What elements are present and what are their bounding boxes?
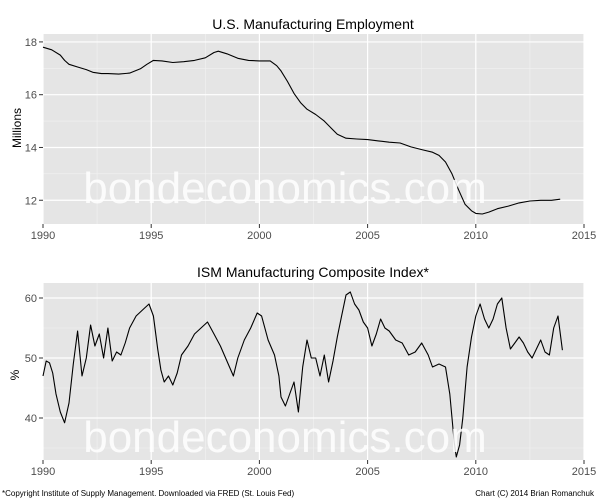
x-tick-label: 2005 [355, 230, 379, 242]
x-tick-label: 2000 [247, 466, 271, 478]
x-tick-label: 1995 [139, 230, 163, 242]
chart-title: ISM Manufacturing Composite Index* [197, 264, 429, 280]
y-tick-label: 14 [25, 142, 37, 154]
chart-title: U.S. Manufacturing Employment [212, 16, 414, 32]
y-tick-label: 18 [25, 37, 37, 49]
y-tick-label: 12 [25, 195, 37, 207]
plot-panel-ism: 1990 1995 2000 2005 2010 2015 40 50 60 [25, 283, 596, 478]
y-tick-label: 16 [25, 90, 37, 102]
x-tick-label: 1990 [31, 230, 55, 242]
y-axis-label: % [8, 369, 22, 380]
y-tick-label: 40 [25, 413, 37, 425]
x-tick-label: 1995 [139, 466, 163, 478]
x-tick-label: 1990 [31, 466, 55, 478]
x-tick-label: 2015 [572, 466, 596, 478]
x-tick-label: 2010 [464, 466, 488, 478]
y-tick-label: 50 [25, 353, 37, 365]
plot-panel-employment: 1990 1995 2000 2005 2010 2015 12 14 16 18 [25, 34, 596, 242]
x-tick-label: 2015 [572, 230, 596, 242]
watermark: bondeconomics.com [83, 164, 487, 213]
watermark: bondeconomics.com [83, 413, 487, 462]
series-line [42, 46, 561, 215]
y-axis-label: Millions [10, 108, 24, 148]
series-line [42, 291, 563, 458]
x-tick-label: 2005 [355, 466, 379, 478]
y-tick-label: 60 [25, 293, 37, 305]
x-tick-label: 2000 [247, 230, 271, 242]
source-footnote: *Copyright Institute of Supply Managemen… [2, 489, 295, 498]
copyright-footnote: Chart (C) 2014 Brian Romanchuk [475, 489, 594, 498]
x-tick-label: 2010 [464, 230, 488, 242]
